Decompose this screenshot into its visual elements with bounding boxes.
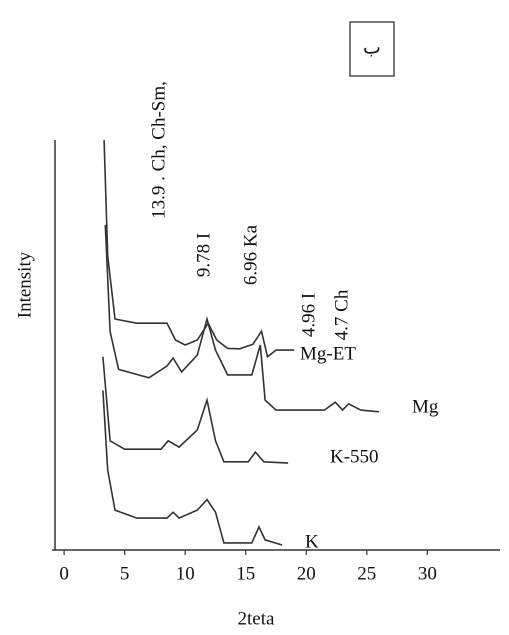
trace-label: K xyxy=(305,531,319,552)
x-tick-label: 20 xyxy=(297,563,316,584)
xrd-trace xyxy=(104,224,379,413)
xrd-trace xyxy=(102,356,289,464)
peak-annotation: 4.7 Ch xyxy=(331,289,352,340)
x-tick-label: 15 xyxy=(236,563,255,584)
peak-annotation: 13.9 . Ch, Ch-Sm, xyxy=(148,81,169,219)
trace-label: K-550 xyxy=(330,446,379,467)
x-tick-label: 10 xyxy=(176,563,195,584)
peak-annotation: 6.96 Ka xyxy=(240,224,261,285)
x-tick-label: 30 xyxy=(418,563,437,584)
x-tick-label: 5 xyxy=(120,563,130,584)
panel-label: ب xyxy=(363,37,381,58)
x-tick-label: 0 xyxy=(59,563,69,584)
trace-label: Mg-ET xyxy=(300,343,356,364)
xrd-trace xyxy=(102,390,283,546)
peak-annotation: 9.78 I xyxy=(193,233,214,277)
y-axis-label: Intensity xyxy=(14,251,35,318)
peak-annotation: 4.96 I xyxy=(298,293,319,337)
panel-box xyxy=(349,21,395,77)
x-axis-label: 2teta xyxy=(238,608,275,629)
x-tick-label: 25 xyxy=(357,563,376,584)
trace-label: Mg xyxy=(412,396,439,417)
